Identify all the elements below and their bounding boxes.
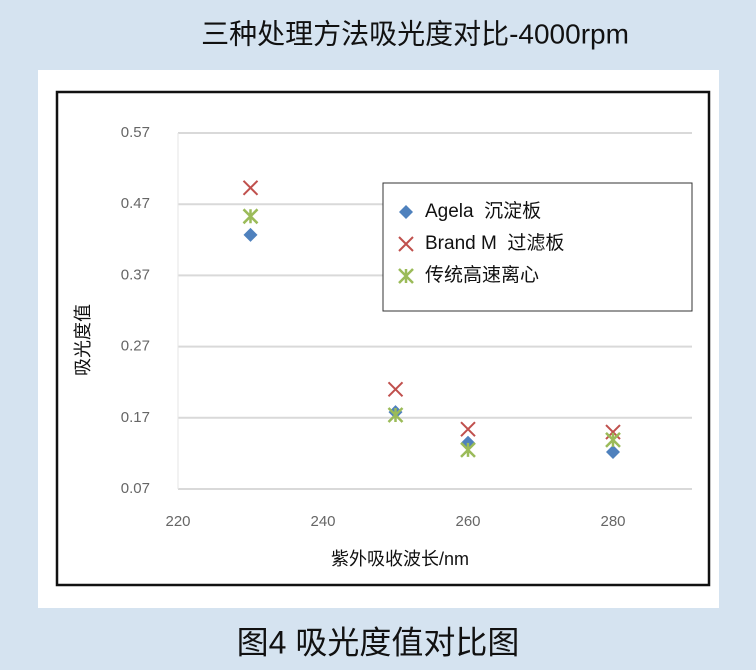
- legend-label: 传统高速离心: [425, 264, 539, 286]
- y-axis-label: 吸光度值: [73, 304, 93, 376]
- marker-diamond: [606, 444, 620, 459]
- x-tick-label: 220: [165, 513, 190, 530]
- legend-label: Brand M 过滤板: [425, 232, 564, 254]
- x-tick-label: 280: [600, 513, 625, 530]
- marker-asterisk: [398, 268, 414, 284]
- marker-x: [387, 381, 404, 398]
- chart-frame: [55, 90, 711, 587]
- legend-box: [382, 182, 693, 312]
- y-tick-label: 0.17: [121, 409, 150, 426]
- panel: [38, 70, 719, 608]
- marker-asterisk: [387, 407, 404, 423]
- marker-diamond: [243, 227, 258, 242]
- marker-asterisk: [460, 441, 476, 458]
- marker-diamond: [399, 205, 413, 219]
- chart-title: 三种处理方法吸光度对比-4000rpm: [201, 18, 629, 49]
- marker-asterisk: [242, 208, 259, 225]
- y-tick-label: 0.47: [121, 195, 150, 212]
- marker-x: [398, 236, 414, 252]
- caption: 图4 吸光度值对比图: [237, 624, 520, 660]
- x-tick-label: 260: [455, 513, 480, 530]
- marker-x: [460, 421, 476, 437]
- marker-asterisk: [605, 431, 621, 448]
- x-axis-label: 紫外吸收波长/nm: [331, 549, 469, 569]
- x-tick-label: 240: [310, 513, 335, 530]
- marker-x: [242, 180, 259, 196]
- y-tick-label: 0.07: [121, 480, 150, 497]
- y-tick-label: 0.37: [121, 266, 150, 283]
- y-tick-label: 0.27: [121, 338, 150, 355]
- y-tick-label: 0.57: [121, 124, 150, 141]
- legend-label: Agela 沉淀板: [425, 200, 541, 222]
